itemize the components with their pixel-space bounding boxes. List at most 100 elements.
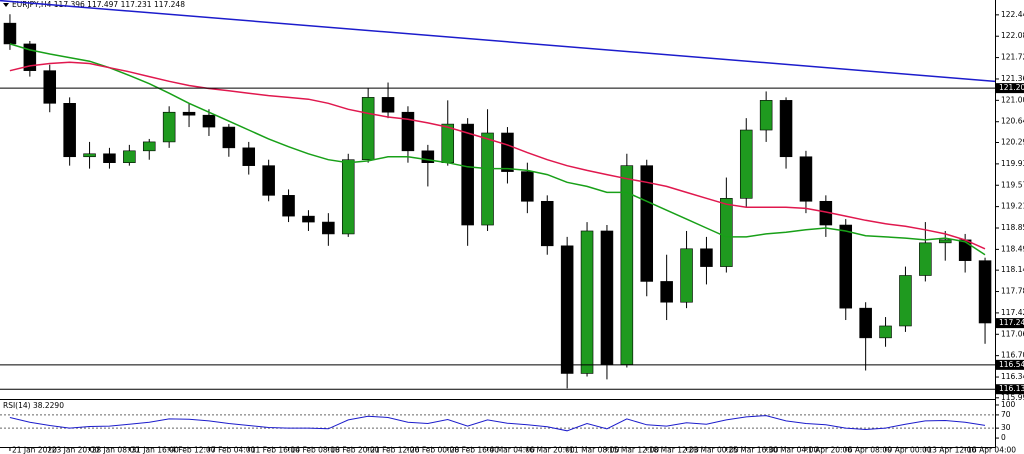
x-tick-label: 1 Apr 20:00 — [808, 446, 852, 454]
candle-body — [700, 248, 713, 267]
level-label: 116.135 — [999, 384, 1024, 393]
candle-body — [123, 150, 136, 163]
y-tick-label: 122.440 — [1001, 10, 1024, 19]
candle-body — [322, 221, 335, 235]
candle-body — [421, 150, 435, 163]
y-tick-label: 120.640 — [1001, 117, 1024, 126]
rsi-line — [9, 415, 986, 432]
candle-body — [739, 129, 753, 199]
level-label: 121.206 — [999, 83, 1024, 92]
candle-body — [63, 103, 76, 158]
candle-body — [521, 171, 534, 202]
x-tick-label: 18 Feb 20:00 — [330, 446, 379, 454]
x-tick-label: 30 Mar 04:00 — [768, 446, 818, 454]
x-tick-label: 9 Apr 00:00 — [888, 446, 932, 454]
x-tick-label: 26 Feb 00:00 — [410, 446, 459, 454]
candle-body — [481, 132, 494, 226]
x-tick-label: 28 Feb 16:00 — [450, 446, 499, 454]
candle-body — [262, 165, 275, 196]
x-tick-label: 11 Feb 16:00 — [251, 446, 300, 454]
y-tick-label: 0 — [1001, 433, 1006, 442]
candle-body — [501, 132, 514, 172]
y-tick-label: 119.570 — [1001, 180, 1024, 189]
candle-body — [43, 70, 57, 104]
candle-body — [341, 159, 355, 235]
x-tick-label: 18 Mar 12:00 — [649, 446, 699, 454]
moving-average — [9, 43, 986, 256]
x-tick-label: 28 Jan 08:00 — [92, 446, 140, 454]
moving-average — [9, 61, 986, 250]
menu-triangle — [3, 3, 9, 7]
candle-body — [401, 111, 415, 152]
x-tick-label: 4 Mar 04:00 — [490, 446, 536, 454]
candle-body — [580, 230, 594, 374]
candle-body — [620, 165, 634, 365]
candle-body — [640, 165, 654, 282]
x-tick-label: 23 Mar 00:00 — [689, 446, 739, 454]
y-tick-label: 70 — [1001, 410, 1011, 419]
price-marker — [996, 318, 1024, 329]
y-tick-label: 119.210 — [1001, 202, 1024, 211]
y-tick-label: 121.000 — [1001, 95, 1024, 104]
level-marker — [996, 384, 1024, 395]
y-tick-label: 121.360 — [1001, 74, 1024, 83]
candle-body — [103, 153, 116, 163]
candle-body — [680, 248, 693, 303]
candle-body — [242, 147, 256, 166]
price-label: 117.248 — [999, 318, 1024, 327]
candle-body — [938, 239, 952, 244]
candle-body — [361, 97, 375, 161]
level-label: 116.545 — [999, 360, 1024, 369]
candle-body — [142, 141, 156, 152]
candle-body — [282, 195, 295, 217]
candle-body — [839, 224, 853, 309]
y-tick-label: 117.060 — [1001, 329, 1024, 338]
y-tick-label: 120.290 — [1001, 138, 1024, 147]
x-tick-label: 21 Feb 12:00 — [370, 446, 419, 454]
x-tick-label: 15 Mar 12:00 — [609, 446, 659, 454]
candle-body — [23, 43, 37, 71]
x-tick-label: 16 Apr 04:00 — [967, 446, 1016, 454]
candle-body — [461, 123, 474, 226]
y-tick-label: 122.080 — [1001, 31, 1024, 40]
trendline — [0, 0, 996, 83]
candle-body — [779, 100, 793, 158]
y-tick-label: 121.720 — [1001, 53, 1024, 62]
x-tick-label: 25 Mar 16:00 — [728, 446, 778, 454]
y-tick-label: 100 — [1001, 400, 1016, 409]
x-tick-label: 6 Mar 20:00 — [529, 446, 575, 454]
candle-body — [859, 307, 872, 339]
y-tick-label: 118.490 — [1001, 244, 1024, 253]
candle-body — [660, 281, 673, 303]
candle-body — [302, 215, 315, 223]
candle-body — [978, 260, 992, 324]
candle-body — [202, 114, 216, 128]
x-tick-label: 21 Jan 2020 — [12, 446, 57, 454]
candle-body — [600, 230, 614, 365]
y-tick-label: 30 — [1001, 423, 1011, 432]
x-tick-label: 6 Apr 08:00 — [848, 446, 892, 454]
candle-body — [799, 156, 813, 202]
y-tick-label: 115.990 — [1001, 393, 1024, 402]
level-marker — [996, 359, 1024, 370]
level-marker — [996, 83, 1024, 94]
y-tick-label: 117.420 — [1001, 308, 1024, 317]
x-tick-label: 31 Jan 16:00 — [131, 446, 179, 454]
x-tick-label: 11 Mar 08:00 — [569, 446, 619, 454]
x-tick-label: 4 Feb 12:00 — [171, 446, 216, 454]
candle-body — [222, 126, 236, 149]
x-tick-label: 13 Apr 12:00 — [927, 446, 976, 454]
candle-body — [381, 97, 395, 113]
chart-title: EURJPY,H4 117.396 117.497 117.231 117.24… — [12, 0, 185, 9]
y-tick-label: 118.140 — [1001, 265, 1024, 274]
rsi-title: RSI(14) 38.2290 — [3, 401, 64, 410]
candle-body — [958, 239, 972, 261]
candle-body — [759, 100, 773, 131]
candle-body — [879, 325, 892, 339]
candle-body — [919, 242, 932, 276]
y-tick-label: 116.340 — [1001, 372, 1024, 381]
y-tick-label: 119.930 — [1001, 159, 1024, 168]
